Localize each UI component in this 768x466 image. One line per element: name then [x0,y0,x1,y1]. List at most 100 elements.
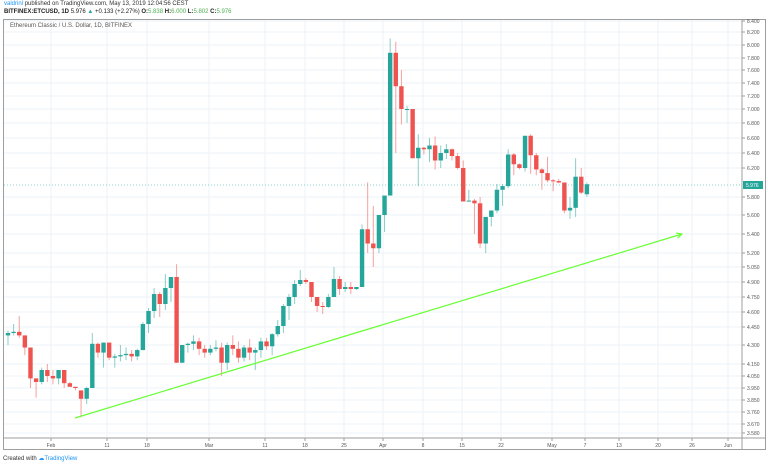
trendline[interactable] [74,233,683,419]
candle [534,155,539,170]
candle [298,280,303,284]
candle [309,282,314,297]
price-tick-label: 4.150 [747,362,760,368]
price-tick-label: 4.750 [747,295,760,301]
candle [331,279,337,297]
candle [146,311,151,324]
author-link[interactable]: valdrinl [4,1,24,7]
price-tick-label: 5.200 [747,251,760,257]
candle [393,52,398,87]
open-label: O: [141,9,149,15]
price-tick-label: 7.200 [747,94,760,100]
change: +0.133 (+2.27%) [95,9,140,15]
candle [567,207,573,211]
candle [151,294,157,311]
time-tick-label: Feb [47,443,56,449]
candle [466,200,472,202]
candle [444,149,449,153]
price-axis[interactable]: 8.400 8.200 8.000 7.800 7.600 7.400 7.200 7.000… [742,19,760,437]
candle [359,229,365,287]
candle [247,347,252,353]
candle [22,335,28,348]
candle [376,215,382,249]
chart-title: Ethereum Classic / U.S. Dollar, 1D, BITF… [10,23,133,29]
price-tick-label: 5.050 [747,265,760,271]
price-tick-label: 7.600 [747,68,760,74]
candle [528,135,533,156]
price-tick-label: 8.000 [747,43,760,49]
candle [562,182,567,211]
up-arrow-icon: ▲ [87,9,94,15]
candle [253,350,258,353]
time-tick-label: 13 [616,443,622,449]
candle [95,343,101,353]
price-tick-label: 3.950 [747,386,760,392]
time-axis[interactable]: Feb 11 18 Mar 11 18 25 Apr 8 15 22 May 7 13 20 26 Jun [47,438,733,449]
candle [550,180,556,182]
price-tick-label: 4.450 [747,325,760,331]
candle [28,347,33,379]
price-tick-label: 3.670 [747,422,760,428]
candle [163,288,168,304]
created-with-text: Created with [3,456,37,462]
candle [348,287,354,289]
candle [483,216,488,244]
price-tick-label: 5.600 [747,213,760,219]
candle [449,149,455,156]
tradingview-link[interactable]: TradingView [44,456,78,462]
time-tick-label: Mar [205,443,214,449]
candle [489,210,494,217]
candle [56,370,61,379]
candle [39,370,44,382]
candle [196,341,202,349]
publish-info: valdrinl published on TradingView.com, M… [4,1,188,7]
time-tick-label: 7 [584,443,587,449]
time-tick-label: Apr [379,443,387,449]
price-tick-label: 6.400 [747,151,760,157]
open-value: 5.838 [148,9,164,15]
candle [135,350,140,357]
candle [421,147,427,150]
candle [579,176,584,193]
close-value: 5.976 [216,9,232,15]
price-tick-label: 4.050 [747,374,760,380]
candle [62,370,67,384]
candle [11,331,16,333]
candle [354,287,359,289]
time-tick-label: 20 [655,443,661,449]
candle [432,145,438,161]
price-tick-label: 3.580 [747,431,760,437]
price-tick-label: 7.400 [747,81,760,87]
candle [365,229,370,244]
low-value: 5.802 [193,9,209,15]
candle [168,277,174,288]
candle [337,279,342,289]
candle [455,156,460,168]
price-tick-label: 3.850 [747,398,760,404]
chart-frame [3,19,766,450]
candle [208,348,213,353]
candle [112,356,117,358]
candle [219,347,224,363]
candle [202,348,207,353]
time-tick-label: 18 [144,443,150,449]
candle [50,376,56,379]
time-tick-label: 18 [302,443,308,449]
candle [101,342,106,353]
price-tick-label: 7.000 [747,107,760,113]
candle [73,386,78,388]
candle [5,333,11,336]
time-tick-label: 8 [422,443,425,449]
candle [545,173,550,181]
price-tick-label: 4.300 [747,343,760,349]
candle [106,342,112,358]
candle [387,52,393,196]
candle [224,345,230,363]
symbol-info: BITFINEX:ETCUSD, 1D 5.976 ▲ +0.133 (+2.2… [4,9,231,15]
time-tick-label: 22 [498,443,504,449]
candle [320,306,325,307]
price-tick-label: 5.400 [747,232,760,238]
candle [427,145,432,150]
candle [185,343,191,345]
